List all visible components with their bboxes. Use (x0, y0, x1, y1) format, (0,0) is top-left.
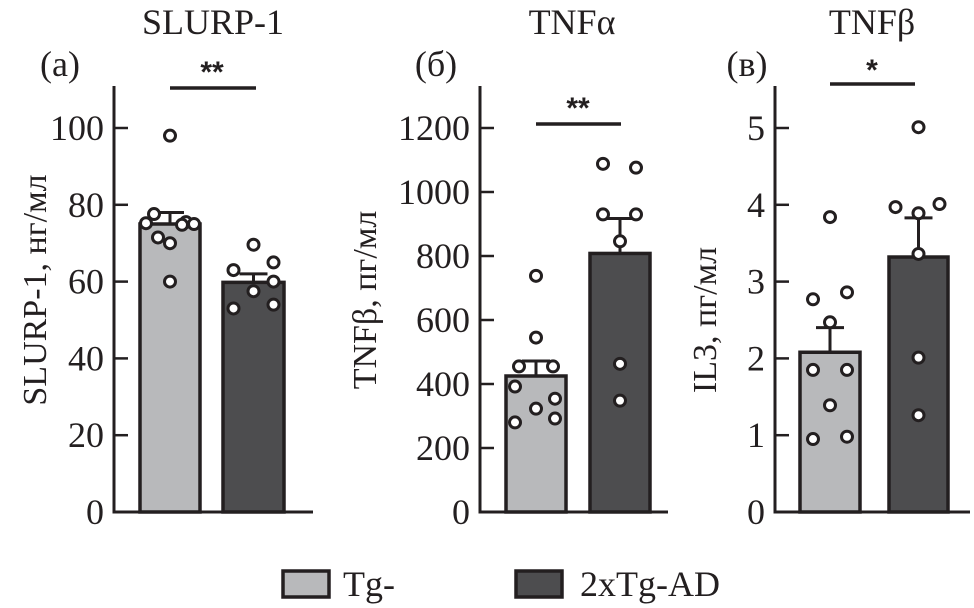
y-tick-label: 100 (50, 108, 104, 148)
y-tick-label: 0 (452, 492, 470, 532)
data-point (823, 398, 837, 413)
significance-label: * (866, 54, 878, 87)
data-point (529, 330, 543, 345)
data-point (266, 297, 281, 312)
y-axis-label: TNFβ, пг/мл (347, 211, 384, 390)
data-point (163, 236, 177, 251)
y-tick-label: 20 (68, 415, 104, 455)
data-point (911, 206, 926, 221)
data-point (187, 217, 201, 231)
data-point (226, 301, 241, 316)
data-point (629, 207, 643, 222)
data-point (596, 156, 610, 171)
panel-tnfa: TNFα (б) TNFβ, пг/мл ** 0 200 400 600 800 100… (347, 2, 668, 532)
panel-title: TNFβ (829, 2, 915, 42)
data-point (546, 359, 560, 374)
legend-swatch-2xtg-ad (514, 569, 564, 599)
data-point (151, 230, 165, 245)
y-tick-label: 4 (747, 185, 765, 225)
y-tick-label: 400 (416, 364, 470, 404)
panel-title: TNFα (529, 2, 616, 42)
data-point (840, 362, 854, 377)
y-tick-label: 40 (68, 338, 104, 378)
y-tick-label: 60 (68, 262, 104, 302)
y-tick-label: 0 (747, 492, 765, 532)
data-point (806, 292, 820, 307)
data-point (266, 255, 281, 270)
panel-slurp1: SLURP-1 (a) SLURP-1, нг/мл ** 0 20 40 60 80 1… (17, 2, 313, 532)
y-tick-label: 600 (416, 300, 470, 340)
bar-tg- (138, 222, 202, 514)
y-tick-label: 5 (747, 108, 765, 148)
panel-label: (a) (40, 44, 80, 84)
data-point (911, 350, 926, 365)
bar-2xtg-ad (221, 280, 286, 514)
data-point (613, 356, 627, 371)
y-tick-label: 0 (86, 492, 104, 532)
panel-label: (б) (415, 44, 457, 84)
y-axis-label: SLURP-1, нг/мл (17, 174, 54, 405)
data-point (840, 429, 854, 444)
data-point (548, 411, 562, 426)
data-point (508, 379, 522, 394)
data-point (163, 128, 177, 143)
data-point (529, 268, 543, 283)
significance-label: ** (566, 92, 590, 125)
y-axis-label: IL3, пг/мл (687, 247, 724, 393)
data-point (806, 432, 820, 447)
data-point (529, 401, 543, 416)
y-tick-label: 80 (68, 185, 104, 225)
bar-2xtg-ad (887, 255, 950, 514)
data-point (823, 315, 837, 330)
y-tick-label: 800 (416, 236, 470, 276)
panel-tnfb: TNFβ (в) IL3, пг/мл * 0 1 2 3 4 5 (687, 2, 970, 532)
data-point (548, 391, 562, 406)
data-point (888, 200, 903, 215)
data-point (613, 393, 627, 408)
data-point (806, 362, 820, 377)
data-point (508, 415, 522, 430)
y-tick-label: 1200 (398, 108, 470, 148)
legend: Tg- 2xTg-AD (281, 564, 720, 604)
data-point (911, 408, 926, 423)
data-point (932, 197, 947, 212)
bar-2xtg-ad (588, 251, 652, 514)
legend-label-2xtg-ad: 2xTg-AD (580, 564, 720, 604)
data-point (911, 120, 926, 135)
data-point (175, 217, 189, 232)
data-point (246, 284, 261, 299)
data-point (613, 234, 627, 249)
y-tick-label: 1 (747, 415, 765, 455)
y-tick-label: 1000 (398, 172, 470, 212)
data-point (266, 274, 281, 289)
data-point (596, 207, 610, 222)
y-tick-label: 2 (747, 338, 765, 378)
data-point (139, 216, 153, 231)
legend-label-tg-minus: Tg- (343, 564, 395, 604)
data-point (226, 263, 241, 278)
y-tick-label: 3 (747, 262, 765, 302)
data-point (840, 285, 854, 300)
data-point (163, 274, 177, 289)
data-point (147, 207, 161, 222)
data-point (911, 246, 926, 261)
data-point (512, 359, 526, 374)
y-tick-label: 200 (416, 428, 470, 468)
data-point (629, 160, 643, 175)
significance-label: ** (200, 56, 224, 89)
data-point (246, 237, 261, 252)
legend-swatch-tg-minus (281, 569, 331, 599)
panel-label: (в) (727, 44, 768, 84)
data-point (823, 210, 837, 225)
panel-title: SLURP-1 (142, 2, 284, 42)
